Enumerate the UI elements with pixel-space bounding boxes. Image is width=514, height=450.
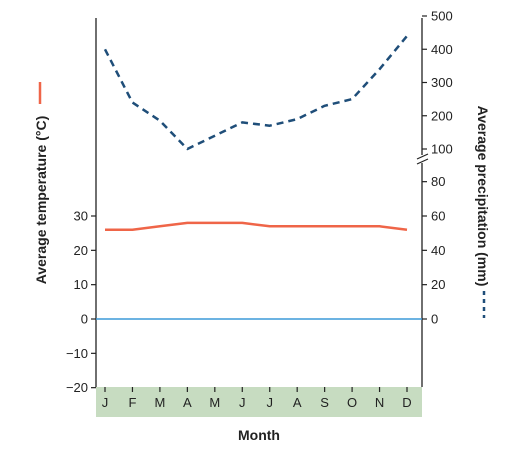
right-tick-label: 400: [431, 42, 453, 57]
right-tick-label: 60: [431, 209, 445, 224]
axis-break-mark: [416, 153, 429, 165]
month-label: S: [320, 395, 329, 410]
left-axis-title: Average temperature (°C): [33, 116, 49, 284]
left-tick-label: −20: [66, 380, 88, 395]
month-label: D: [402, 395, 411, 410]
left-ticks: 30 20 10 0 −10 −20: [66, 209, 96, 395]
precipitation-line: [103, 35, 408, 151]
month-label: J: [102, 395, 109, 410]
right-tick-label: 300: [431, 75, 453, 90]
month-label: N: [375, 395, 384, 410]
right-tick-label: 100: [431, 142, 453, 157]
left-tick-label: 0: [81, 312, 88, 327]
right-tick-label: 200: [431, 108, 453, 123]
left-tick-label: 30: [74, 209, 88, 224]
month-label: A: [183, 395, 192, 410]
month-band: [96, 387, 422, 417]
left-tick-label: 20: [74, 243, 88, 258]
month-label: J: [266, 395, 273, 410]
svg-text:Average temperature (°C): Average temperature (°C): [33, 116, 49, 284]
month-label: M: [154, 395, 165, 410]
right-tick-label: 80: [431, 174, 445, 189]
month-label: F: [128, 395, 136, 410]
month-label: O: [347, 395, 357, 410]
month-label: M: [209, 395, 220, 410]
month-label: J: [239, 395, 246, 410]
left-tick-label: −10: [66, 346, 88, 361]
right-ticks: 0 20 40 60 80 100 200 300 400 500: [422, 9, 453, 327]
series-layer: [103, 35, 408, 231]
left-tick-label: 10: [74, 277, 88, 292]
right-tick-label: 40: [431, 243, 445, 258]
right-tick-label: 20: [431, 277, 445, 292]
right-axis-title: Average precipitation (mm): [475, 106, 491, 287]
right-tick-label: 500: [431, 9, 453, 24]
right-tick-label: 0: [431, 312, 438, 327]
temperature-line: [105, 221, 408, 231]
month-label: A: [293, 395, 302, 410]
svg-text:Average precipitation (mm): Average precipitation (mm): [475, 106, 491, 287]
x-axis-title: Month: [238, 427, 280, 443]
